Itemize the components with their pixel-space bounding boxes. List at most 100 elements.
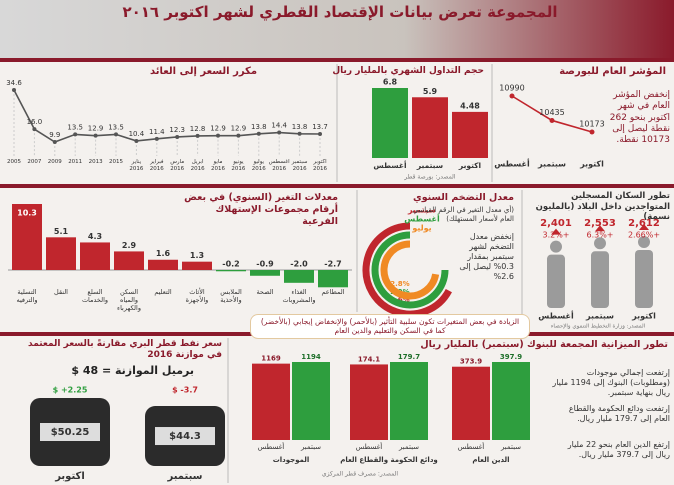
x-tick-label: اكتوبر — [579, 160, 604, 169]
data-label: 13.8 — [251, 123, 267, 131]
data-label: 2,401 — [540, 218, 572, 229]
x-tick-label: سبتمبر — [585, 312, 614, 321]
source: المصدر: بورصة قطر — [403, 174, 455, 181]
legend-label: أغسطس — [356, 442, 383, 451]
budget-label: برميل الموازنة = 48 $ — [71, 364, 194, 377]
data-label: -2.0 — [290, 260, 308, 269]
x-tick-label: اكتوبر 2016 — [313, 159, 327, 172]
point — [297, 131, 302, 136]
x-tick-label: أغسطس — [538, 311, 574, 322]
x-tick-label: التعليم — [154, 288, 172, 296]
data-label: 13.5 — [108, 123, 124, 131]
chart-title: معدلات التغير (السنوي) في بعض أرقام مجمو… — [184, 192, 338, 227]
x-tick-label: مارس 2016 — [170, 159, 185, 172]
bar — [148, 259, 178, 270]
x-tick-label: سبتمبر — [166, 471, 202, 482]
bar — [318, 270, 348, 288]
divider — [0, 184, 674, 188]
person-body — [591, 251, 609, 308]
x-tick-label: 2009 — [47, 159, 62, 165]
note: إنخفض المؤشر العام في شهر اكتوبر بنحو 26… — [609, 90, 670, 145]
legend-label: أغسطس — [258, 442, 285, 451]
data-label: 10435 — [539, 108, 564, 117]
bar — [350, 364, 388, 440]
legend-label: سبتمبر — [407, 206, 436, 215]
point — [509, 93, 515, 99]
data-label: 1169 — [261, 355, 281, 363]
change-label: $ -3.7 — [172, 386, 198, 395]
point — [549, 117, 555, 123]
change-label: 2.66%+ — [628, 231, 660, 240]
bar — [80, 242, 110, 270]
bar — [216, 270, 246, 272]
footnote: الزيادة في بعض المتغيرات تكون سلبية التأ… — [250, 314, 530, 339]
legend-label: سبتمبر — [300, 443, 321, 451]
change-label: 6.3%+ — [586, 231, 613, 240]
data-label: 6.8 — [383, 78, 398, 87]
data-label: 1.3 — [190, 251, 204, 260]
x-tick-label: الموجودات — [273, 456, 310, 464]
x-tick-label: 2013 — [88, 159, 103, 165]
x-tick-label: النقل — [54, 288, 68, 296]
x-tick-label: فبراير 2016 — [149, 159, 164, 172]
point — [236, 133, 241, 138]
person-body — [547, 254, 565, 308]
data-label: 12.9 — [231, 125, 247, 133]
data-label: $44.3 — [169, 431, 201, 442]
bar — [114, 251, 144, 270]
point — [32, 127, 37, 132]
note: إنخفض معدل التضخم لشهر سبتمبر بمقدار 0.3… — [459, 232, 514, 281]
header-bg — [0, 0, 674, 58]
x-tick-label: الأثاث والأجهزة — [185, 288, 209, 305]
arrow — [551, 228, 561, 235]
data-label: 13.5 — [67, 123, 83, 131]
x-tick-label: التسلية والترفيه — [16, 288, 38, 305]
x-tick-label: سبتمبر — [537, 160, 566, 169]
data-label: 10.4 — [129, 130, 145, 138]
ring-arc — [362, 222, 452, 318]
x-tick-label: الغذاء والمشروبات — [282, 288, 316, 305]
x-tick-label: الصحة — [256, 288, 274, 296]
arrow — [639, 224, 649, 230]
data-label: 13.7 — [312, 123, 328, 131]
bar — [452, 111, 488, 158]
point — [195, 133, 200, 138]
data-label: 12.9 — [210, 125, 226, 133]
change-label: $ +2.25 — [53, 386, 88, 395]
data-label: -0.2 — [222, 260, 240, 269]
bar — [390, 362, 428, 440]
data-label: 4.48 — [460, 101, 480, 110]
data-label: 2.8% — [390, 280, 409, 288]
data-label: 13.8 — [292, 123, 308, 131]
point — [134, 138, 139, 143]
x-tick-label: يوليو 2016 — [251, 159, 266, 172]
chart-title: مكرر السعر إلى العائد — [150, 66, 258, 77]
data-label: 11.4 — [149, 128, 165, 136]
point — [12, 88, 16, 92]
data-label: 10990 — [499, 84, 524, 93]
barrel-label-bg — [155, 427, 215, 446]
barrel-label-bg — [40, 423, 100, 441]
bar — [252, 363, 290, 440]
x-tick-label: اكتوبر — [54, 471, 85, 482]
data-label: 12.3 — [169, 126, 185, 134]
point — [114, 132, 118, 137]
bar — [46, 237, 76, 270]
change-label: 3.2%+ — [542, 231, 569, 240]
data-label: 174.1 — [358, 355, 380, 363]
point — [318, 132, 322, 136]
note: إرتفعت ودائع الحكومة والقطاع العام إلى 1… — [568, 404, 670, 423]
data-label: -2.7 — [324, 260, 342, 269]
data-label: 12.9 — [88, 125, 104, 133]
x-tick-label: 2011 — [68, 159, 83, 165]
point — [52, 140, 57, 144]
x-tick-label: 2015 — [109, 159, 123, 165]
data-label: 14.4 — [271, 122, 287, 130]
bar — [292, 362, 330, 440]
note: إرتفعت إجمالي موجودات (ومطلوبات) البنوك … — [552, 368, 670, 397]
point — [93, 133, 98, 138]
data-label: 2,612 — [628, 218, 660, 229]
bar — [452, 366, 490, 440]
